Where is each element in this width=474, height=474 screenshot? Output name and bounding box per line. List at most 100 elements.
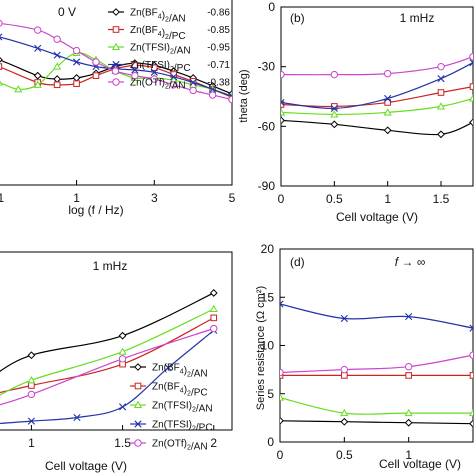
- data-point-marker: [341, 372, 348, 379]
- data-point-marker: [404, 418, 413, 427]
- data-point-marker: [34, 26, 42, 34]
- data-point-marker: [72, 46, 81, 55]
- data-point-marker: [33, 80, 42, 88]
- series-line-4: [281, 62, 473, 110]
- data-point-marker: [92, 58, 100, 66]
- x-tick-label: -1: [0, 191, 5, 205]
- data-point-marker: [384, 94, 392, 103]
- data-point-marker: [27, 375, 36, 384]
- data-point-marker: [150, 64, 158, 71]
- panel-top-right: 0 0.5 1 1.5 0 -30 -60 -90 1 mHz (b) Cell voltage (…: [238, 0, 474, 224]
- data-point-marker: [280, 416, 284, 425]
- data-point-marker: [53, 51, 61, 59]
- y-tick-label: -60: [258, 119, 276, 133]
- data-point-marker: [208, 85, 217, 93]
- data-point-marker: [404, 408, 413, 417]
- legend-entry-value: -0.86: [207, 8, 230, 19]
- data-point-marker: [469, 372, 473, 379]
- x-tick-label: 0: [277, 448, 284, 462]
- data-point-marker: [170, 73, 178, 81]
- y-tick-label: 5: [267, 387, 274, 401]
- y-tick-label: 0: [267, 435, 274, 449]
- data-point-marker: [469, 53, 473, 61]
- data-point-marker: [170, 81, 178, 89]
- data-point-marker: [131, 71, 139, 80]
- data-point-marker: [280, 300, 284, 308]
- x-tick-label: 0: [278, 192, 285, 206]
- data-point-marker: [437, 89, 445, 96]
- legend-entry-label: Zn(BF4)2/AN: [152, 363, 208, 380]
- data-point-marker: [469, 59, 473, 67]
- data-point-marker: [340, 314, 348, 323]
- data-point-marker: [404, 363, 413, 371]
- data-point-marker: [0, 63, 3, 70]
- x-tick-label: 1: [28, 436, 35, 450]
- data-point-marker: [0, 80, 3, 86]
- data-point-marker: [405, 372, 412, 379]
- legend-entry-label: Zn(BF4)2/PC: [152, 382, 208, 399]
- legend-entry-label: Zn(BF4)2/PC: [130, 25, 186, 42]
- data-point-marker: [53, 75, 62, 83]
- plot-frame: [0, 251, 233, 431]
- data-point-marker: [118, 331, 127, 340]
- data-point-marker: [469, 419, 473, 428]
- data-point-marker: [468, 94, 473, 102]
- data-point-marker: [281, 108, 286, 116]
- data-point-marker: [330, 110, 339, 118]
- x-tick-label: 1: [73, 191, 80, 205]
- series-line-1: [280, 420, 473, 425]
- x-axis-label: log (f / Hz): [68, 203, 123, 217]
- x-tick-label: 2: [210, 436, 217, 450]
- series-line-5: [280, 354, 473, 374]
- y-tick-label: 15: [261, 290, 275, 304]
- panel-annotation: 1 mHz: [93, 259, 128, 273]
- data-point-marker: [73, 413, 81, 422]
- x-axis-label: Cell voltage (V): [336, 210, 418, 224]
- legend-entry-label: Zn(TFSI)2/PC: [152, 420, 213, 434]
- data-point-marker: [209, 304, 218, 313]
- x-tick-label: 0.5: [326, 192, 343, 206]
- series-line-4: [0, 329, 215, 425]
- data-point-marker: [437, 75, 445, 83]
- legend-entry-label: Zn(TFSI)2/AN: [152, 401, 213, 415]
- data-point-marker: [281, 116, 285, 125]
- data-point-marker: [53, 35, 61, 43]
- legend-marker: [112, 26, 120, 33]
- data-point-marker: [340, 408, 349, 417]
- data-point-marker: [73, 80, 80, 87]
- data-point-marker: [131, 62, 139, 69]
- data-point-marker: [469, 324, 473, 332]
- legend-marker: [112, 8, 120, 16]
- legend-marker: [112, 60, 120, 69]
- series-line-1: [0, 292, 215, 372]
- data-point-marker: [437, 130, 445, 139]
- x-tick-label: 3: [151, 191, 158, 205]
- data-point-marker: [118, 403, 127, 411]
- y-tick-label: -30: [258, 60, 276, 74]
- legend-marker: [134, 439, 142, 447]
- legend: Zn(BF4)2/AN Zn(BF4)2/PC Zn(TFSI)2/AN Zn(TFS…: [130, 363, 213, 453]
- data-point-marker: [118, 355, 127, 363]
- data-point-marker: [330, 104, 338, 113]
- data-point-marker: [150, 68, 158, 76]
- legend: Zn(BF4)2/AN -0.86 Zn(BF4)2/PC -0.85 Zn(TFSI)…: [108, 8, 230, 92]
- data-point-marker: [72, 74, 81, 82]
- x-tick-label: 0.5: [336, 448, 353, 462]
- legend-entry-value: -0.95: [207, 43, 230, 54]
- panel-label: (d): [290, 255, 305, 269]
- data-point-marker: [209, 289, 218, 297]
- data-point-marker: [72, 58, 81, 66]
- series-line-3: [280, 397, 473, 415]
- y-tick-label: -90: [258, 179, 276, 193]
- data-point-marker: [53, 62, 62, 70]
- data-point-marker: [340, 417, 349, 426]
- legend-entry-label: Zn(OTf)2/AN: [130, 78, 186, 92]
- legend-entry-value: -0.71: [207, 60, 230, 71]
- data-point-marker: [383, 108, 392, 116]
- data-point-marker: [53, 81, 61, 89]
- y-axis-label: theta (deg): [238, 69, 250, 122]
- data-point-marker: [0, 19, 3, 27]
- legend-marker: [134, 382, 142, 390]
